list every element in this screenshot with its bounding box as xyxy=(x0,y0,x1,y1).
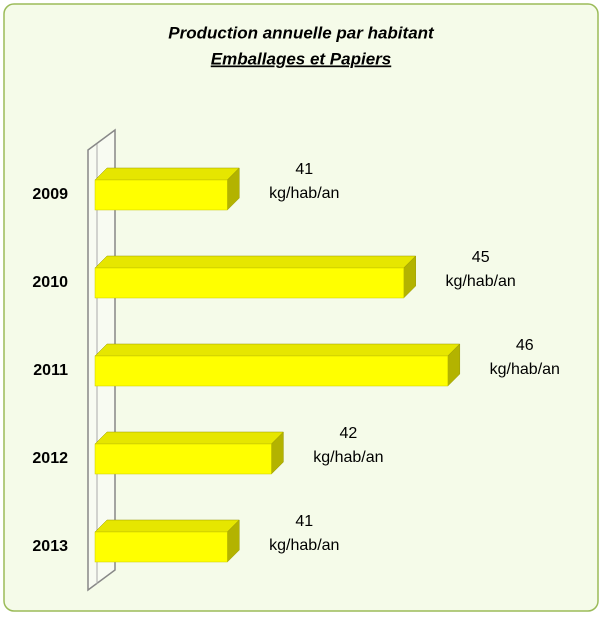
value-label: 45 kg/hab/an xyxy=(446,249,516,290)
value-label: 41 kg/hab/an xyxy=(269,513,339,554)
category-label: 2009 xyxy=(32,186,68,203)
bar-top xyxy=(94,167,240,181)
bar xyxy=(94,179,228,211)
bar xyxy=(94,355,449,387)
chart-title: Production annuelle par habitant xyxy=(168,23,435,42)
bar-top xyxy=(94,431,285,445)
category-label: 2010 xyxy=(32,274,68,291)
bar-top xyxy=(94,255,417,269)
category-label: 2012 xyxy=(32,450,68,467)
category-label: 2011 xyxy=(33,362,68,379)
value-label: 42 kg/hab/an xyxy=(313,425,383,466)
chart-subtitle: Emballages et Papiers xyxy=(211,49,391,68)
bar xyxy=(94,531,228,563)
bar xyxy=(94,267,404,299)
value-label: 46 kg/hab/an xyxy=(490,337,560,378)
value-label: 41 kg/hab/an xyxy=(269,161,339,202)
category-label: 2013 xyxy=(32,538,68,555)
bar xyxy=(94,443,272,475)
bar-top xyxy=(94,343,461,357)
bar-top xyxy=(94,519,240,533)
